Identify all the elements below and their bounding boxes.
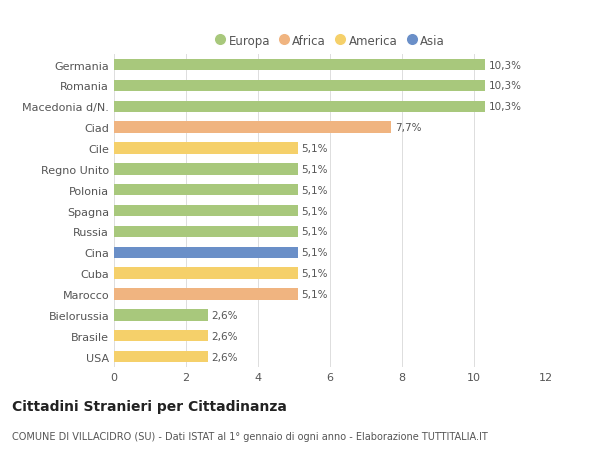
Text: 5,1%: 5,1%: [301, 269, 328, 279]
Text: 10,3%: 10,3%: [488, 81, 521, 91]
Text: 5,1%: 5,1%: [301, 248, 328, 258]
Bar: [114, 143, 298, 154]
Bar: [114, 122, 391, 134]
Bar: [114, 247, 298, 258]
Text: 5,1%: 5,1%: [301, 227, 328, 237]
Text: 5,1%: 5,1%: [301, 185, 328, 196]
Text: 7,7%: 7,7%: [395, 123, 421, 133]
Text: COMUNE DI VILLACIDRO (SU) - Dati ISTAT al 1° gennaio di ogni anno - Elaborazione: COMUNE DI VILLACIDRO (SU) - Dati ISTAT a…: [12, 431, 488, 442]
Bar: [114, 185, 298, 196]
Bar: [114, 226, 298, 238]
Bar: [114, 164, 298, 175]
Text: 10,3%: 10,3%: [488, 61, 521, 71]
Legend: Europa, Africa, America, Asia: Europa, Africa, America, Asia: [211, 30, 449, 52]
Text: 5,1%: 5,1%: [301, 164, 328, 174]
Text: 5,1%: 5,1%: [301, 144, 328, 154]
Bar: [114, 351, 208, 363]
Text: 5,1%: 5,1%: [301, 206, 328, 216]
Bar: [114, 81, 485, 92]
Text: 2,6%: 2,6%: [211, 310, 238, 320]
Bar: [114, 206, 298, 217]
Bar: [114, 268, 298, 279]
Text: Cittadini Stranieri per Cittadinanza: Cittadini Stranieri per Cittadinanza: [12, 399, 287, 413]
Bar: [114, 289, 298, 300]
Text: 10,3%: 10,3%: [488, 102, 521, 112]
Bar: [114, 60, 485, 71]
Bar: [114, 309, 208, 321]
Text: 5,1%: 5,1%: [301, 289, 328, 299]
Text: 2,6%: 2,6%: [211, 352, 238, 362]
Bar: [114, 330, 208, 341]
Text: 2,6%: 2,6%: [211, 331, 238, 341]
Bar: [114, 101, 485, 113]
